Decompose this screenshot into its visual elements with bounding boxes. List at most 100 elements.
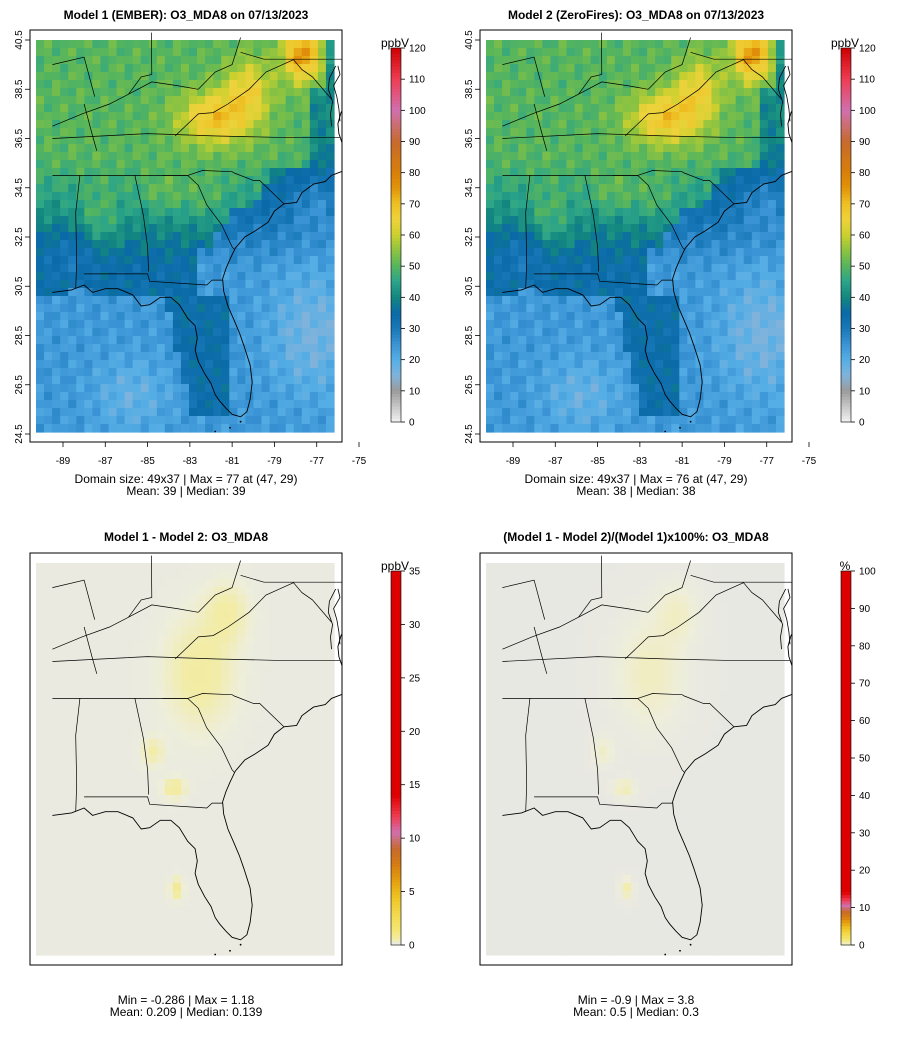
heatmap-cell	[558, 336, 568, 345]
heatmap-cell	[237, 144, 246, 153]
heatmap-cell	[695, 352, 705, 361]
heatmap-cell	[156, 288, 166, 297]
heatmap-cell	[703, 40, 713, 49]
heatmap-cell	[229, 152, 238, 161]
heatmap-cell	[655, 256, 664, 265]
heatmap-cell	[132, 192, 142, 201]
heatmap-cell	[100, 707, 110, 716]
heatmap-cell	[229, 416, 238, 425]
heatmap-cell	[172, 88, 182, 97]
heatmap-cell	[221, 595, 230, 604]
heatmap-cell	[92, 667, 102, 676]
heatmap-cell	[622, 216, 632, 225]
heatmap-cell	[639, 200, 648, 209]
heatmap-cell	[221, 80, 230, 89]
heatmap-cell	[655, 104, 664, 113]
heatmap-cell	[687, 152, 696, 161]
heatmap-cell	[261, 739, 271, 748]
heatmap-cell	[60, 691, 69, 700]
heatmap-cell	[574, 360, 584, 369]
heatmap-cell	[172, 56, 182, 65]
heatmap-cell	[510, 248, 519, 257]
heatmap-cell	[36, 320, 45, 329]
heatmap-cell	[84, 424, 93, 433]
heatmap-cell	[140, 699, 150, 708]
heatmap-cell	[317, 384, 327, 393]
heatmap-cell	[108, 344, 118, 353]
heatmap-cell	[655, 272, 664, 281]
heatmap-cell	[719, 424, 729, 433]
heatmap-cell	[285, 699, 295, 708]
heatmap-cell	[325, 248, 335, 257]
heatmap-cell	[526, 184, 535, 193]
heatmap-cell	[703, 256, 713, 265]
heatmap-cell	[92, 563, 102, 572]
heatmap-cell	[84, 368, 93, 377]
heatmap-cell	[60, 416, 69, 425]
colorbar-segment	[841, 138, 851, 142]
heatmap-cell	[647, 320, 656, 329]
heatmap-cell	[164, 691, 174, 700]
heatmap-cell	[132, 587, 142, 596]
heatmap-cell	[590, 368, 600, 377]
heatmap-cell	[277, 168, 287, 177]
heatmap-cell	[655, 368, 664, 377]
heatmap-cell	[614, 320, 624, 329]
heatmap-cell	[164, 312, 174, 321]
heatmap-cell	[727, 272, 737, 281]
heatmap-cell	[679, 296, 688, 305]
heatmap-cell	[494, 88, 503, 97]
heatmap-cell	[285, 192, 295, 201]
heatmap-cell	[727, 232, 737, 241]
heatmap-cell	[189, 416, 198, 425]
heatmap-cell	[558, 352, 568, 361]
y-tick-label: 32.5	[14, 227, 25, 247]
heatmap-cell	[711, 264, 721, 273]
heatmap-cell	[140, 416, 150, 425]
heatmap-cell	[36, 216, 45, 225]
heatmap-cell	[92, 707, 102, 716]
heatmap-cell	[630, 408, 640, 417]
heatmap-cell	[309, 563, 319, 572]
heatmap-cell	[630, 112, 640, 121]
heatmap-cell	[221, 619, 230, 628]
heatmap-cell	[582, 248, 592, 257]
heatmap-cell	[60, 248, 69, 257]
heatmap-cell	[317, 256, 327, 265]
heatmap-cell	[325, 739, 335, 748]
heatmap-cell	[671, 400, 680, 409]
heatmap-cell	[743, 48, 753, 57]
heatmap-cell	[76, 280, 85, 289]
heatmap-cell	[639, 184, 648, 193]
heatmap-cell	[582, 232, 592, 241]
heatmap-cell	[582, 176, 592, 185]
heatmap-cell	[213, 571, 222, 580]
heatmap-cell	[84, 675, 93, 684]
heatmap-cell	[92, 48, 102, 57]
heatmap-cell	[663, 96, 672, 105]
heatmap-cell	[205, 675, 214, 684]
heatmap-cell	[598, 280, 608, 289]
heatmap-cell	[663, 160, 672, 169]
heatmap-cell	[44, 424, 53, 433]
heatmap-cell	[140, 64, 150, 73]
heatmap-cell	[518, 232, 527, 241]
island	[679, 426, 681, 429]
heatmap-cell	[494, 344, 503, 353]
y-tick-label: 38.5	[14, 79, 25, 99]
heatmap-cell	[663, 312, 672, 321]
heatmap-cell	[639, 336, 648, 345]
heatmap-cell	[269, 424, 279, 433]
heatmap-cell	[261, 136, 271, 145]
heatmap-cell	[687, 128, 696, 137]
state-border	[84, 273, 223, 286]
heatmap-cell	[510, 384, 519, 393]
heatmap-cell	[164, 96, 174, 105]
heatmap-cell	[44, 56, 53, 65]
heatmap-cell	[172, 659, 182, 668]
heatmap-cell	[550, 304, 560, 313]
heatmap-cell	[237, 579, 246, 588]
heatmap-cell	[534, 176, 543, 185]
heatmap-cell	[590, 168, 600, 177]
colorbar-segment	[841, 85, 851, 90]
